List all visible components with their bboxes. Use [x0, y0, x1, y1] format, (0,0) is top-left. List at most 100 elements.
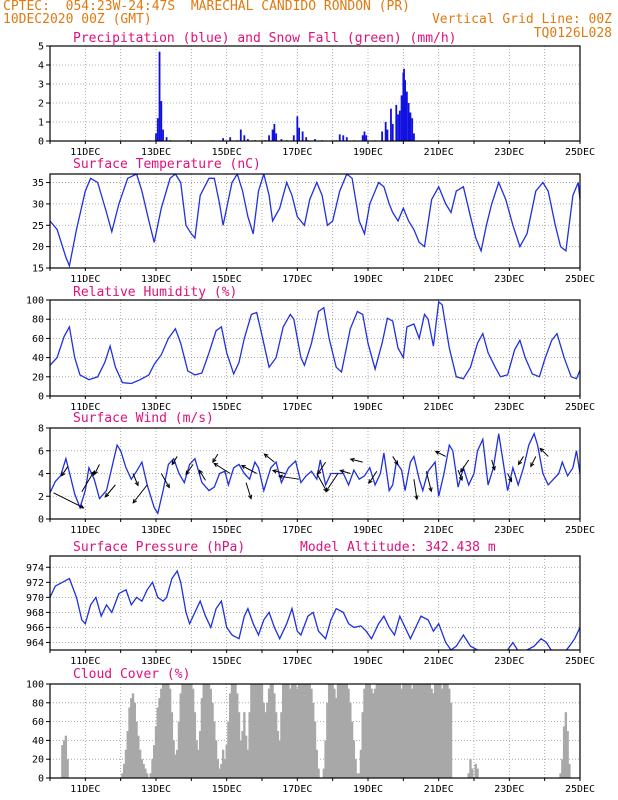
wind-ytick-label: 8: [38, 424, 44, 435]
cloud-bar: [130, 698, 133, 778]
cloud-bar: [190, 684, 193, 778]
cloud-bar: [444, 684, 447, 778]
cloud-bar: [372, 693, 375, 778]
cloud-bar: [317, 768, 320, 778]
rh-ytick-label: 0: [38, 392, 44, 403]
pressure-xtick-label: 17DEC: [282, 656, 312, 667]
cloud-bar: [145, 773, 149, 778]
wind-vector-head: [414, 495, 419, 501]
cloud-bar: [564, 712, 568, 778]
cloud-bar: [184, 684, 188, 778]
cloud-bar: [177, 721, 181, 778]
cloud-xtick-label: 21DEC: [424, 784, 454, 795]
cloud-bar: [225, 745, 228, 778]
cloud-bar: [280, 712, 283, 778]
temp-ytick-label: 35: [32, 178, 44, 189]
wind-vector-head: [198, 469, 204, 475]
precip-ytick-label: 2: [38, 99, 44, 110]
pressure-ytick-label: 968: [26, 608, 44, 619]
cloud-bar: [197, 749, 200, 778]
precip-ytick-label: 1: [38, 118, 44, 129]
cloud-bar: [135, 721, 138, 778]
rh-series-line: [50, 300, 580, 385]
cloud-xtick-label: 19DEC: [353, 784, 383, 795]
cloud-bar: [165, 684, 168, 778]
cloud-bar: [338, 684, 341, 778]
cloud-bar: [349, 702, 352, 778]
cloud-bar: [160, 688, 163, 778]
rh-xtick-label: 23DEC: [494, 402, 524, 413]
cloud-bar: [204, 684, 207, 778]
cloud-bar: [303, 684, 306, 778]
cloud-bar: [561, 759, 564, 778]
cloud-bar: [188, 684, 191, 778]
cloud-bar: [359, 749, 363, 778]
cloud-bar: [183, 684, 186, 778]
cloud-xtick-label: 13DEC: [141, 784, 171, 795]
cloud-bar: [172, 740, 175, 778]
precip-bar: [345, 137, 348, 141]
cloud-bar: [121, 773, 124, 778]
cloud-bar: [156, 707, 159, 778]
precip-bar: [239, 129, 242, 141]
cloud-bar: [467, 773, 470, 778]
cloud-bar: [218, 768, 221, 778]
cloud-title: Cloud Cover (%): [73, 667, 190, 682]
cloud-bar: [403, 684, 407, 778]
cloud-bar: [296, 688, 299, 778]
cloud-bar: [126, 731, 129, 778]
wind-vector-head: [339, 469, 345, 474]
cloud-bar: [294, 684, 297, 778]
wind-vector: [413, 479, 418, 500]
temp-xtick-label: 21DEC: [424, 274, 454, 285]
temp-series-line: [50, 174, 580, 268]
precip-xtick-label: 15DEC: [212, 147, 242, 158]
cloud-bar: [354, 759, 357, 778]
wind-vector: [264, 453, 275, 463]
cloud-bar: [124, 749, 128, 778]
wind-series-line: [50, 431, 580, 515]
pressure-frame: [49, 555, 581, 651]
cloud-xtick-label: 23DEC: [494, 784, 524, 795]
wind-vector: [132, 473, 139, 486]
wind-vector: [316, 473, 328, 492]
precip-bar: [338, 134, 341, 141]
wind-vector: [460, 459, 470, 473]
cloud-ytick-label: 0: [38, 774, 44, 785]
cloud-bar: [430, 688, 433, 778]
precip-xtick-label: 13DEC: [141, 147, 171, 158]
cloud-bar: [62, 740, 66, 778]
cloud-bar: [260, 684, 264, 778]
wind-vector: [392, 456, 399, 465]
wind-vector-head: [349, 457, 355, 463]
cloud-bar: [283, 684, 287, 778]
wind-vector: [491, 459, 496, 470]
pressure-annotation: Model Altitude: 342.438 m: [300, 540, 496, 555]
cloud-bar: [289, 688, 292, 778]
cloud-bar: [213, 721, 216, 778]
cloud-bar: [128, 707, 131, 778]
cloud-bar: [347, 688, 350, 778]
cloud-bar: [340, 684, 343, 778]
cloud-bar: [335, 698, 338, 778]
cloud-bar: [432, 693, 435, 778]
cloud-bar: [195, 740, 198, 778]
wind-vector: [340, 470, 351, 474]
cloud-bar: [223, 759, 227, 778]
precip-bar: [391, 123, 394, 141]
cloud-bar: [191, 688, 195, 778]
rh-frame: [49, 299, 581, 397]
cloud-bar: [315, 749, 318, 778]
wind-vector: [539, 448, 549, 457]
precip-bar: [397, 114, 399, 141]
wind-xtick-label: 19DEC: [353, 525, 383, 536]
cloud-bar: [379, 684, 382, 778]
cloud-bar: [232, 684, 235, 778]
cloud-bar: [301, 684, 304, 778]
pressure-ytick-label: 966: [26, 623, 44, 634]
wind-vector: [185, 464, 194, 475]
wind-xtick-label: 21DEC: [424, 525, 454, 536]
wind-ytick-label: 6: [38, 446, 44, 457]
rh-xtick-label: 21DEC: [424, 402, 454, 413]
wind-xtick-label: 11DEC: [70, 525, 100, 536]
